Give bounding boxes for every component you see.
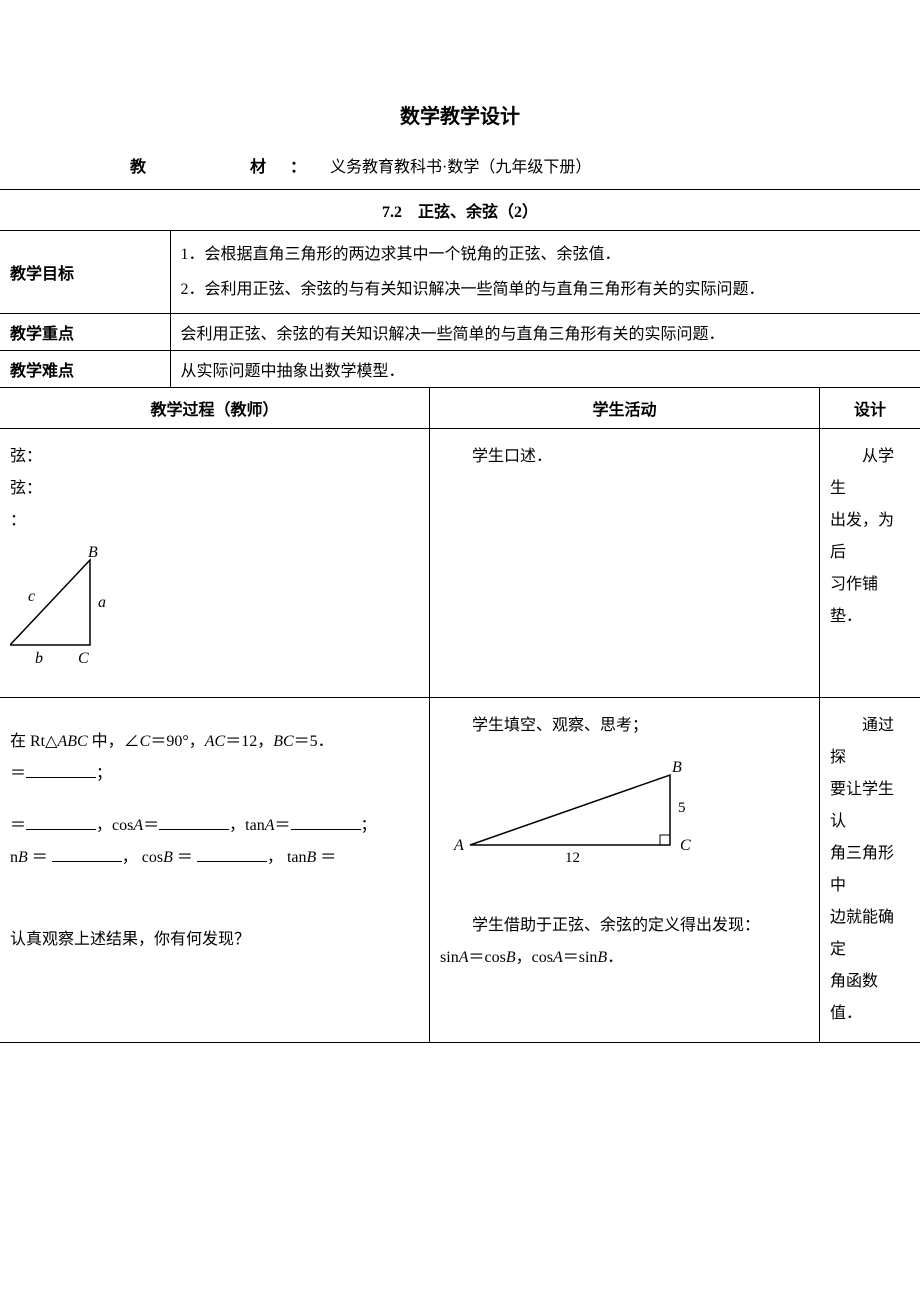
body2-col2-line1: 学生填空、观察、思考；: [440, 710, 809, 742]
row-content-focus: 会利用正弦、余弦的有关知识解决一些简单的与直角三角形有关的实际问题．: [170, 314, 920, 351]
body2-col2: 学生填空、观察、思考； A B C 12 5 学生借助于正弦、余弦的定义得出发现…: [430, 698, 820, 1043]
body2-col3-line5: 角函数值．: [830, 966, 910, 1030]
tri1-label-B: B: [88, 545, 98, 561]
body1-col3-line1: 从学生: [830, 441, 910, 505]
row-label-difficulty: 教学难点: [0, 351, 170, 388]
goal-line1: 1．会根据直角三角形的两边求其中一个锐角的正弦、余弦值．: [181, 237, 911, 272]
body2-col3-line2: 要让学生认: [830, 774, 910, 838]
triangle2-svg: A B C 12 5: [440, 750, 720, 870]
body2-problem: 在 Rt△ABC 中，∠C＝90°，AC＝12，BC＝5．: [10, 726, 419, 758]
body1-line3: ：: [10, 505, 419, 537]
body1-col2-text: 学生口述．: [440, 441, 809, 473]
body1-col3: 从学生 出发，为后 习作铺垫．: [820, 429, 920, 698]
tri2-label-B: B: [672, 759, 682, 776]
tri1-label-a: a: [98, 594, 106, 611]
textbook-label: 教 材：: [130, 159, 330, 176]
tri2-label-5: 5: [678, 800, 686, 816]
body1-col1: 弦： 弦： ： B a c b C: [0, 429, 430, 698]
col-header-3: 设计: [820, 388, 920, 429]
body2-col2-line2: 学生借助于正弦、余弦的定义得出发现：: [440, 910, 809, 942]
tri1-label-C: C: [78, 650, 89, 665]
body1-col3-line3: 习作铺垫．: [830, 569, 910, 633]
body2-col3-line4: 边就能确定: [830, 902, 910, 966]
goal-line2: 2．会利用正弦、余弦的与有关知识解决一些简单的与直角三角形有关的实际问题．: [181, 272, 911, 307]
tri2-label-C: C: [680, 837, 691, 854]
row-label-goal: 教学目标: [0, 231, 170, 314]
body2-trig2: nB ＝ ， cosB ＝ ， tanB ＝: [10, 842, 419, 874]
tri2-label-A: A: [453, 837, 464, 854]
triangle1-svg: B a c b C: [10, 545, 120, 665]
body2-col3-line1: 通过探: [830, 710, 910, 774]
body2-question: 认真观察上述结果，你有何发现？: [10, 924, 419, 956]
body1-col2: 学生口述．: [430, 429, 820, 698]
body1-line1: 弦：: [10, 441, 419, 473]
body2-col2-line3: sinA＝cosB，cosA＝sinB．: [440, 942, 809, 974]
section-title: 7.2 正弦、余弦（2）: [0, 190, 920, 231]
tri2-label-12: 12: [565, 850, 580, 866]
body2-trig1: ＝，cosA＝，tanA＝；: [10, 810, 419, 842]
tri1-label-c: c: [28, 588, 35, 605]
body1-col3-line2: 出发，为后: [830, 505, 910, 569]
body2-col1: 在 Rt△ABC 中，∠C＝90°，AC＝12，BC＝5． ＝； ＝，cosA＝…: [0, 698, 430, 1043]
row-content-difficulty: 从实际问题中抽象出数学模型．: [170, 351, 920, 388]
col-header-2: 学生活动: [430, 388, 820, 429]
body2-blank1: ＝；: [10, 758, 419, 790]
doc-title: 数学教学设计: [0, 100, 920, 129]
row-label-focus: 教学重点: [0, 314, 170, 351]
textbook-value: 义务教育教科书·数学（九年级下册）: [330, 159, 591, 176]
textbook-line: 教 材：义务教育教科书·数学（九年级下册）: [130, 153, 920, 177]
tri1-label-b: b: [35, 650, 43, 665]
main-table: 7.2 正弦、余弦（2） 教学目标 1．会根据直角三角形的两边求其中一个锐角的正…: [0, 189, 920, 1043]
body1-line2: 弦：: [10, 473, 419, 505]
body2-col3-line3: 角三角形中: [830, 838, 910, 902]
row-content-goal: 1．会根据直角三角形的两边求其中一个锐角的正弦、余弦值． 2．会利用正弦、余弦的…: [170, 231, 920, 314]
body2-col3: 通过探 要让学生认 角三角形中 边就能确定 角函数值．: [820, 698, 920, 1043]
col-header-1: 教学过程（教师）: [0, 388, 430, 429]
